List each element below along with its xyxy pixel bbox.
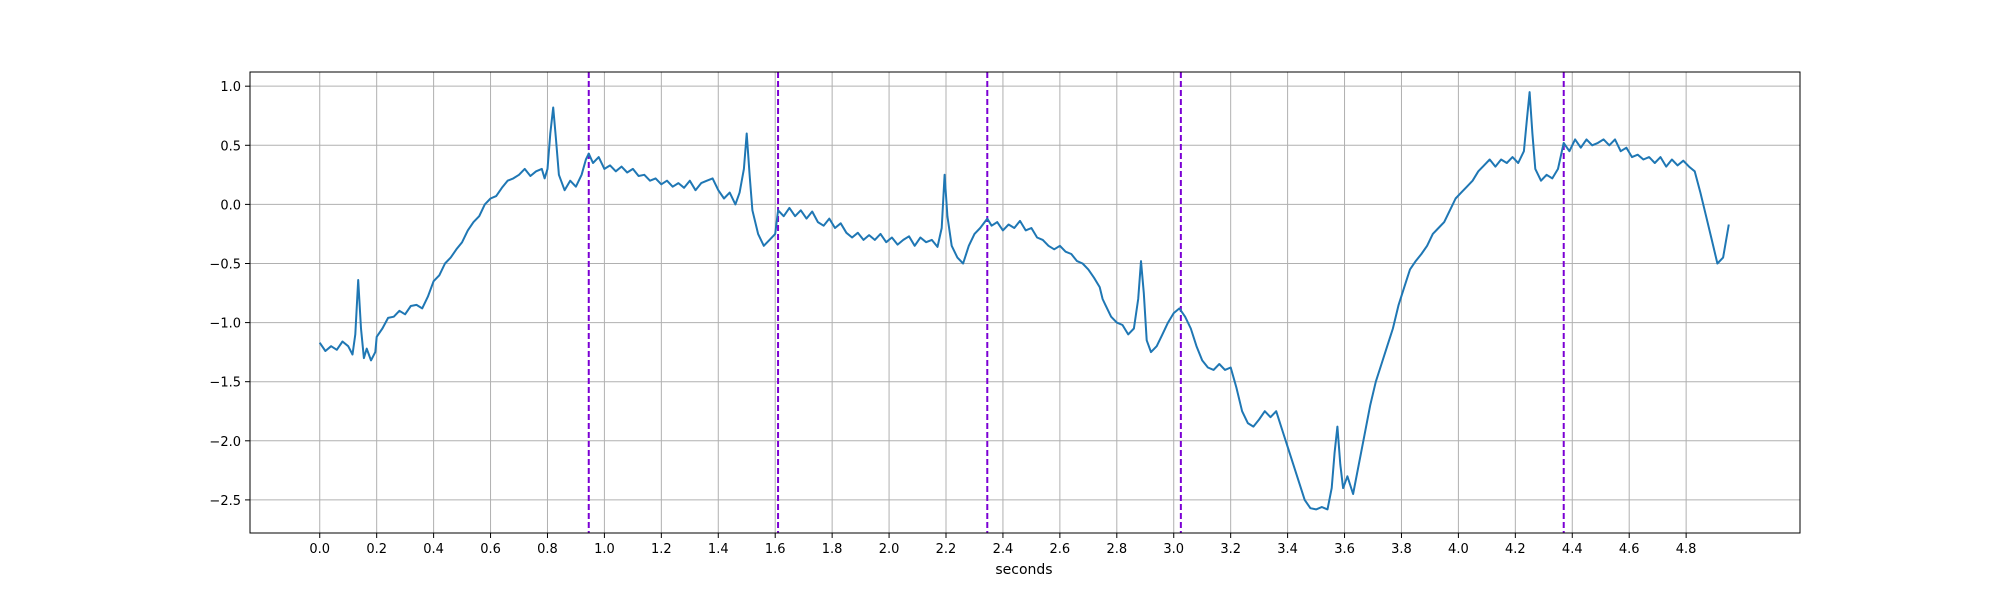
y-tick-label: −0.5 — [209, 257, 241, 272]
x-tick-label: 2.6 — [1050, 542, 1071, 557]
x-tick-label: 1.8 — [822, 542, 843, 557]
y-tick-label: −1.5 — [209, 376, 241, 391]
series-line — [318, 91, 1730, 511]
x-tick-label: 3.6 — [1334, 542, 1355, 557]
y-tick-label: −2.5 — [209, 494, 241, 509]
x-tick-label: 3.2 — [1220, 542, 1241, 557]
x-tick-label: 2.0 — [879, 542, 900, 557]
x-axis: 0.0 0.2 0.4 0.6 0.8 1.0 1.2 1.4 1.6 1.8 2.0 2.2 2.4 2… — [309, 533, 1696, 557]
x-tick-label: 3.4 — [1277, 542, 1298, 557]
x-tick-label: 4.0 — [1448, 542, 1469, 557]
x-tick-label: 3.0 — [1163, 542, 1184, 557]
x-tick-label: 1.2 — [651, 542, 672, 557]
x-tick-label: 0.8 — [537, 542, 558, 557]
x-tick-label: 4.4 — [1562, 542, 1583, 557]
x-tick-label: 4.8 — [1676, 542, 1697, 557]
y-tick-label: −2.0 — [209, 435, 241, 450]
plot-frame — [249, 71, 1801, 534]
x-tick-label: 2.4 — [993, 542, 1014, 557]
grid — [250, 72, 1800, 533]
x-tick-label: 4.2 — [1505, 542, 1526, 557]
x-tick-label: 2.2 — [936, 542, 957, 557]
x-axis-label: seconds — [995, 562, 1052, 578]
y-tick-label: −1.0 — [209, 317, 241, 332]
y-tick-label: 0.5 — [220, 139, 241, 154]
x-tick-label: 0.4 — [423, 542, 444, 557]
vertical-markers — [587, 72, 1565, 533]
x-tick-label: 2.8 — [1106, 542, 1127, 557]
y-tick-label: 0.0 — [220, 198, 241, 213]
x-tick-label: 0.0 — [309, 542, 330, 557]
x-tick-label: 1.6 — [765, 542, 786, 557]
series-layer — [318, 91, 1730, 511]
x-tick-label: 1.4 — [708, 542, 729, 557]
x-tick-label: 4.6 — [1619, 542, 1640, 557]
y-tick-label: 1.0 — [220, 80, 241, 95]
x-tick-label: 0.2 — [366, 542, 387, 557]
x-tick-label: 3.8 — [1391, 542, 1412, 557]
x-tick-label: 0.6 — [480, 542, 501, 557]
y-axis: 1.0 0.5 0.0 −0.5 −1.0 −1.5 −2.0 −2.5 — [209, 80, 250, 509]
x-tick-label: 1.0 — [594, 542, 615, 557]
